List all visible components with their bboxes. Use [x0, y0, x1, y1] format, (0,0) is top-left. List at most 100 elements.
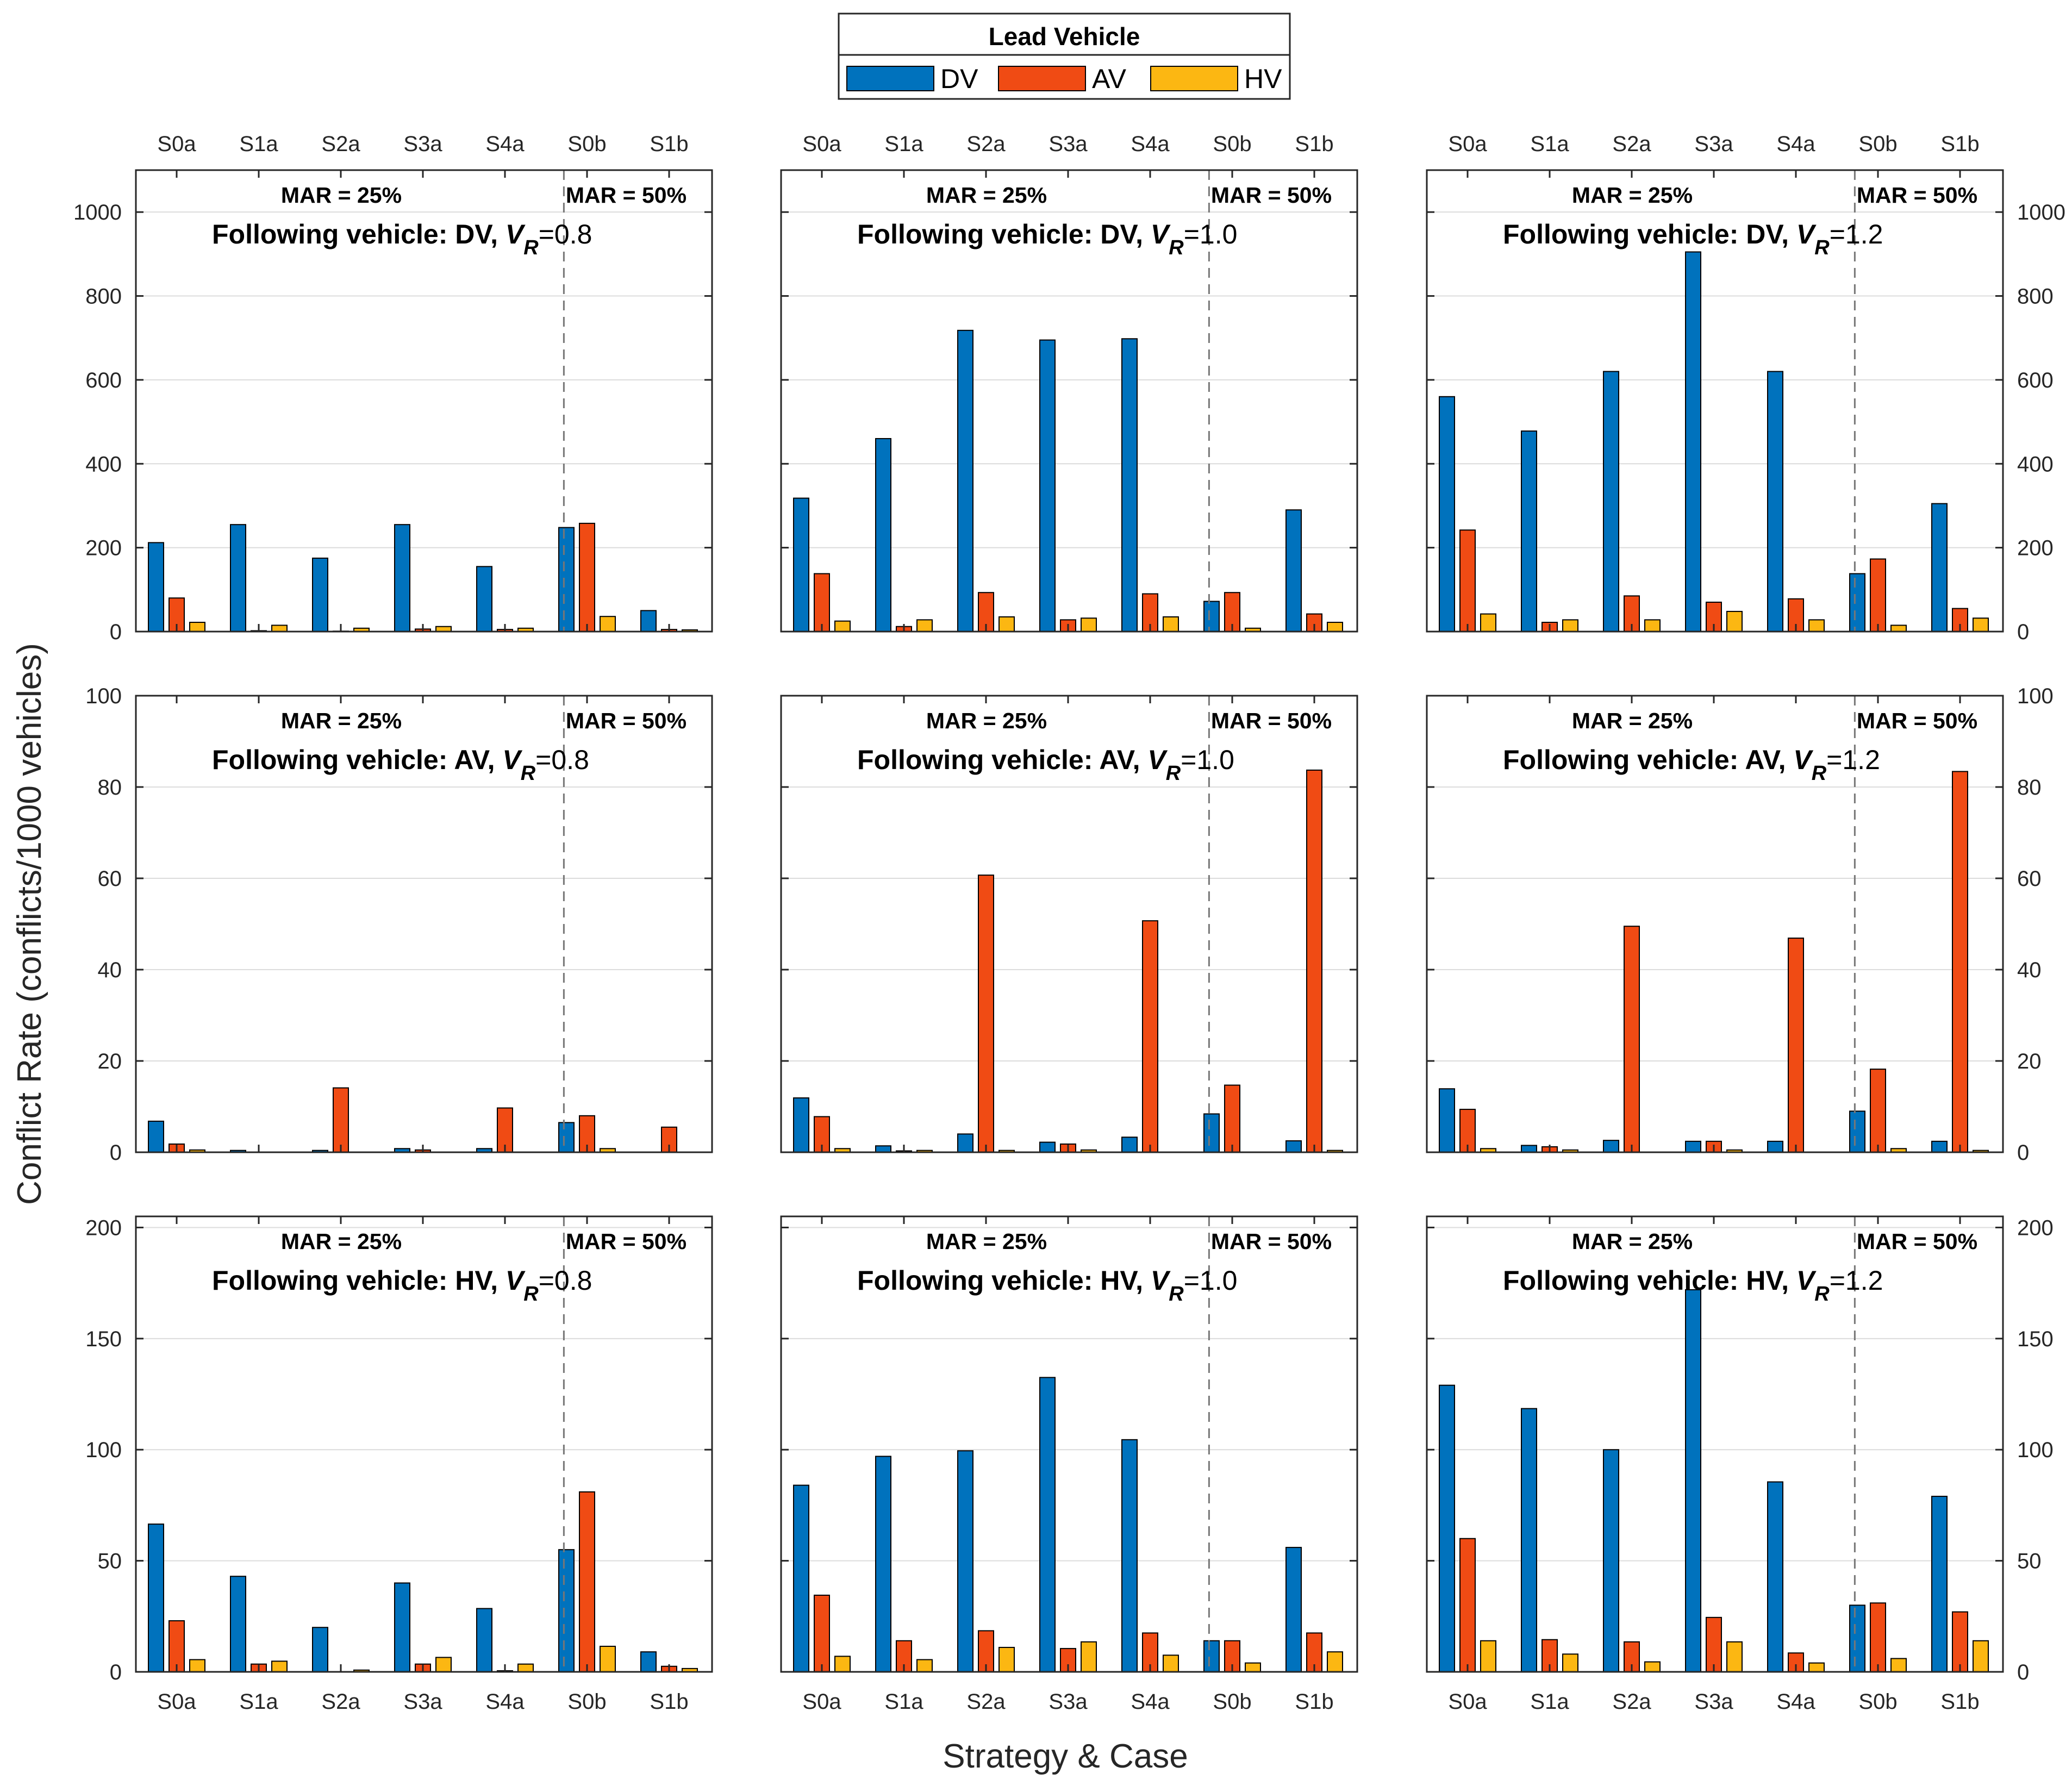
bar-dv-s2a [312, 1627, 328, 1672]
panel-7: 0 50 100 150 200 S0a S1a S2a S3a S4a S0b S1b MAR = 2… [85, 1215, 713, 1714]
bar-av-s1b [1952, 1611, 1968, 1672]
bar-dv-s1b [640, 610, 657, 632]
panel-title-vr-value: =1.0 [1184, 219, 1238, 249]
y-tick-label: 0 [110, 1660, 122, 1684]
y-tick-label: 200 [85, 536, 122, 560]
bar-dv-s4a [476, 1608, 492, 1672]
bar-hv-s4a [517, 1663, 534, 1672]
bar-dv-s0a [1439, 396, 1455, 632]
y-tick-label: 40 [98, 958, 122, 982]
x-tick-label-bottom: S1b [1940, 1690, 1979, 1714]
bar-dv-s0b [1849, 1110, 1865, 1153]
bar-dv-s2a [957, 1133, 973, 1153]
bar-hv-s0b [600, 616, 616, 633]
panel-title-vr-sub: R [523, 1283, 539, 1306]
x-tick-label-top: S4a [1131, 132, 1170, 156]
bar-dv-s0a [1439, 1088, 1455, 1153]
panel-8: S0a S1a S2a S3a S4a S0b S1b MAR = 25% MAR = 50% F… [780, 1215, 1358, 1714]
x-tick-label-bottom: S3a [403, 1690, 442, 1714]
y-tick-label: 100 [2017, 684, 2054, 708]
y-tick-label: 100 [85, 1438, 122, 1462]
panel-title-vr-value: =1.0 [1184, 1265, 1238, 1296]
bar-hv-s2a [998, 616, 1015, 632]
bar-dv-s1a [230, 1576, 246, 1672]
bar-hv-s0a [834, 620, 851, 633]
axes-frame [780, 169, 1358, 633]
panel-title-vr-symbol: V [1151, 219, 1171, 249]
bar-dv-s4a [1121, 1136, 1138, 1153]
bar-dv-s0b [1849, 1604, 1865, 1673]
x-tick-label-top: S3a [1694, 132, 1733, 156]
x-tick-label-top: S2a [966, 132, 1006, 156]
panel-title-vr-value: =0.8 [535, 745, 589, 775]
panel-6: 0 20 40 60 80 100 MAR = 25% MAR = 50% Following … [1426, 684, 2054, 1165]
y-tick-label: 200 [2017, 536, 2054, 560]
bar-dv-s3a [394, 524, 410, 632]
panel-title-vr-sub: R [1814, 1283, 1830, 1306]
bar-hv-s3a [435, 1657, 452, 1672]
mar-label-50: MAR = 50% [566, 1229, 686, 1254]
panel-title: Following vehicle: DV, VR=1.0 [857, 219, 1237, 259]
panel-title-vr-symbol: V [1151, 1265, 1171, 1296]
bar-hv-s0b [1890, 1658, 1907, 1672]
bar-av-s0b [579, 1491, 595, 1672]
y-tick-label: 100 [85, 684, 122, 708]
y-tick-label: 0 [2017, 1660, 2029, 1684]
axes-frame [135, 1215, 713, 1673]
mar-label-25: MAR = 25% [926, 183, 1047, 208]
bar-av-s1b [1952, 771, 1968, 1153]
y-tick-label: 400 [2017, 452, 2054, 476]
bar-dv-s2a [312, 557, 328, 632]
panel-title-vr-value: =1.2 [1826, 745, 1880, 775]
legend-swatch-av [998, 66, 1086, 91]
panel-title-vr-sub: R [1169, 1283, 1184, 1306]
bar-hv-s4a [1163, 616, 1179, 632]
bar-dv-s0a [793, 1484, 809, 1673]
x-tick-label-top: S2a [1612, 132, 1651, 156]
panel-title: Following vehicle: HV, VR=0.8 [212, 1265, 592, 1306]
x-tick-label-top: S1b [650, 132, 688, 156]
y-tick-label: 1000 [2017, 201, 2065, 224]
y-tick-label: 400 [85, 452, 122, 476]
mar-label-25: MAR = 25% [281, 183, 402, 208]
bar-hv-s1a [1562, 1653, 1578, 1673]
x-tick-label-bottom: S0b [567, 1690, 606, 1714]
bar-hv-s0a [1480, 1640, 1496, 1673]
panel-title-vr-value: =0.8 [539, 219, 592, 249]
x-tick-label-bottom: S3a [1049, 1690, 1088, 1714]
panel-title-prefix: Following vehicle: HV, [212, 1265, 505, 1296]
bar-dv-s2a [957, 1450, 973, 1672]
legend-title: Lead Vehicle [989, 22, 1140, 51]
bar-dv-s0a [793, 1097, 809, 1153]
x-tick-label-top: S2a [321, 132, 360, 156]
x-tick-label-bottom: S1a [239, 1690, 278, 1714]
mar-label-25: MAR = 25% [926, 1229, 1047, 1254]
y-tick-label: 800 [85, 285, 122, 309]
bar-dv-s0a [148, 542, 164, 633]
bar-av-s0a [1459, 529, 1476, 632]
bar-hv-s4a [1163, 1654, 1179, 1673]
bar-av-s2a [333, 1087, 349, 1153]
bar-dv-s4a [476, 566, 492, 632]
bar-av-s0a [1459, 1538, 1476, 1672]
bar-hv-s0b [1890, 625, 1907, 633]
y-tick-label: 600 [2017, 369, 2054, 392]
bar-hv-s1a [271, 1660, 288, 1672]
bar-dv-s0a [1439, 1384, 1455, 1672]
bar-hv-s3a [1726, 610, 1743, 633]
legend-swatch-hv [1150, 66, 1238, 91]
mar-label-25: MAR = 25% [926, 708, 1047, 733]
bar-hv-s4a [1808, 619, 1825, 632]
y-tick-label: 20 [2017, 1050, 2042, 1073]
y-tick-label: 150 [85, 1327, 122, 1351]
panel-title-vr-symbol: V [505, 219, 526, 249]
bar-av-s0b [1224, 1084, 1240, 1153]
bar-av-s2a [978, 875, 994, 1153]
bar-dv-s3a [1039, 1377, 1056, 1673]
bar-dv-s0b [1203, 601, 1220, 632]
mar-label-25: MAR = 25% [1572, 708, 1693, 733]
panel-title: Following vehicle: AV, VR=0.8 [212, 745, 589, 785]
bar-av-s4a [1788, 938, 1804, 1153]
mar-label-25: MAR = 25% [1572, 183, 1693, 208]
x-tick-label-bottom: S1a [884, 1690, 923, 1714]
